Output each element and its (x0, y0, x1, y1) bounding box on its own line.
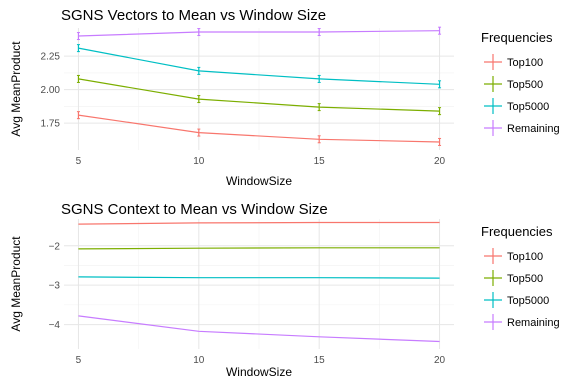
y-axis-label: Avg MeanProduct (9, 236, 23, 332)
x-tick-label: 15 (314, 355, 326, 366)
legend: Frequencies Top100 Top500 Top5000 Remaining (481, 30, 560, 136)
chart-title: SGNS Context to Mean vs Window Size (61, 201, 328, 218)
legend-label: Top100 (507, 251, 543, 263)
legend-label: Remaining (507, 317, 560, 329)
x-tick-label: 5 (76, 156, 82, 167)
series-line-top5000 (78, 47, 440, 85)
x-tick-label: 5 (76, 355, 82, 366)
legend-label: Remaining (507, 123, 560, 135)
x-tick-label: 20 (434, 156, 446, 167)
legend: Frequencies Top100 Top500 Top5000 Remaining (481, 224, 560, 330)
y-tick-label: 2.25 (41, 52, 61, 63)
series-line-top5000 (78, 276, 440, 279)
legend-title: Frequencies (481, 224, 553, 239)
y-tick-label: 2.00 (41, 85, 61, 96)
y-tick-label: −2 (49, 241, 61, 252)
legend-label: Top5000 (507, 101, 549, 113)
series-line-top500 (78, 247, 440, 250)
y-tick-label: 1.75 (41, 119, 61, 130)
x-tick-label: 10 (193, 355, 205, 366)
x-tick-label: 15 (314, 156, 326, 167)
x-axis-label: WindowSize (226, 365, 292, 379)
y-axis-label: Avg MeanProduct (9, 41, 23, 137)
chart-panel-1: 5 10 15 20 1.75 2.00 2.25 SGNS Vectors to Mean … (9, 7, 560, 188)
legend-label: Top100 (507, 57, 543, 69)
x-tick-label: 10 (193, 156, 205, 167)
series-line-top500 (78, 78, 440, 112)
chart-panel-2: 5 10 15 20 −4 −3 −2 SGNS Context to Mean vs Win… (9, 201, 560, 379)
legend-label: Top500 (507, 273, 543, 285)
legend-title: Frequencies (481, 30, 553, 45)
series-line-top100 (78, 221, 440, 225)
chart-title: SGNS Vectors to Mean vs Window Size (61, 7, 326, 24)
series-line-remaining (78, 315, 440, 343)
y-tick-label: −4 (49, 320, 61, 331)
y-tick-label: −3 (49, 281, 61, 292)
x-axis-label: WindowSize (226, 174, 292, 188)
legend-label: Top5000 (507, 295, 549, 307)
legend-label: Top500 (507, 79, 543, 91)
series-line-remaining (78, 30, 440, 37)
x-tick-label: 20 (434, 355, 446, 366)
series-line-top100 (78, 114, 440, 143)
